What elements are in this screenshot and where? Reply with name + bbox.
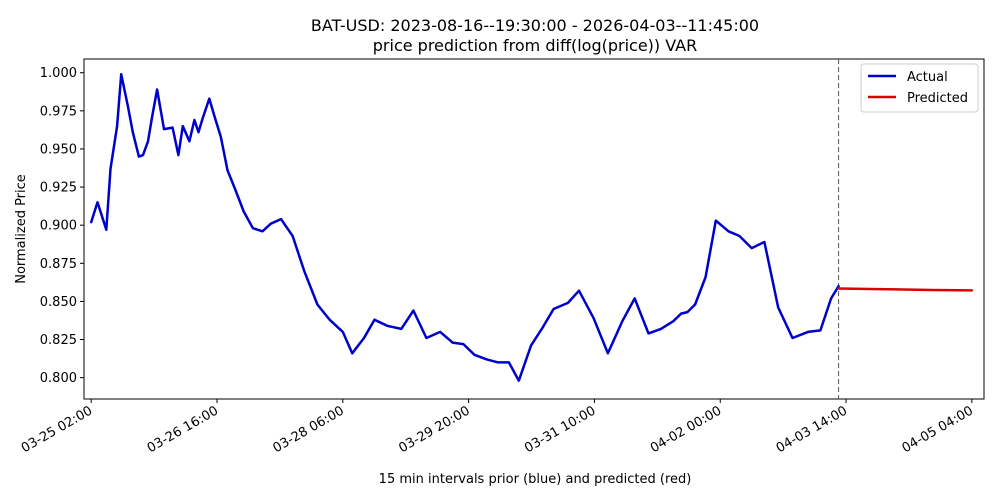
y-tick-label: 0.850 — [40, 295, 77, 310]
y-axis: 0.800 0.825 0.850 0.875 0.900 0.925 0.950 0.975… — [40, 66, 84, 386]
y-tick-label: 0.825 — [40, 333, 77, 348]
legend: Actual Predicted — [860, 63, 979, 113]
plot-area — [83, 58, 985, 400]
legend-label-predicted: Predicted — [907, 91, 968, 106]
chart-subtitle: price prediction from diff(log(price)) V… — [373, 36, 697, 55]
y-tick-label: 0.975 — [40, 104, 77, 119]
y-axis-label: Normalized Price — [14, 174, 29, 284]
plot-frame — [83, 58, 985, 400]
y-tick-label: 0.900 — [40, 219, 77, 234]
y-tick-label: 0.950 — [40, 142, 77, 157]
y-tick-label: 0.800 — [40, 371, 77, 386]
series-line-actual — [89, 72, 840, 382]
y-tick-label: 0.875 — [40, 257, 77, 272]
legend-label-actual: Actual — [907, 70, 948, 85]
series-line-predicted — [837, 287, 974, 292]
y-tick-label: 1.000 — [40, 66, 77, 81]
x-axis-label: 15 min intervals prior (blue) and predic… — [379, 472, 692, 487]
chart-title: BAT-USD: 2023-08-16--19:30:00 - 2026-04-… — [311, 16, 759, 35]
y-tick-label: 0.925 — [40, 181, 77, 196]
